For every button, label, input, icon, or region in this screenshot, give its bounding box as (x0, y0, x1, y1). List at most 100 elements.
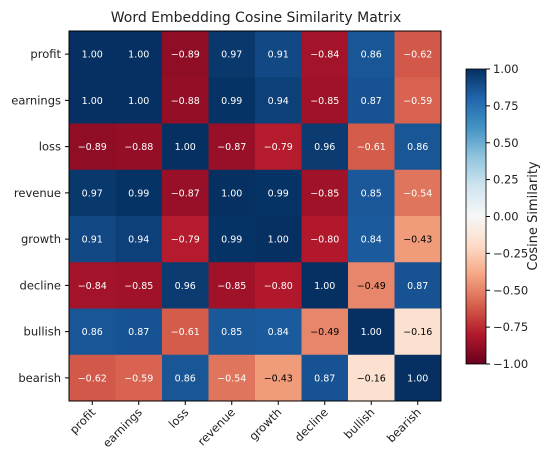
heatmap-cell (255, 169, 302, 217)
cell-value-label: 0.86 (361, 50, 382, 61)
cell-value-label: 0.87 (314, 373, 335, 384)
y-tick-label: loss (39, 140, 61, 154)
cell-value-label: −0.87 (217, 142, 246, 153)
y-tick-label: bullish (24, 325, 61, 339)
heatmap-cell (394, 308, 442, 356)
heatmap-cell (208, 77, 256, 124)
cell-value-label: 1.00 (82, 50, 103, 61)
x-tick-label: revenue (195, 405, 238, 448)
heatmap-cell (69, 123, 116, 171)
heatmap-cell (301, 308, 349, 356)
cell-value-label: 1.00 (221, 188, 242, 199)
cell-value-label: 1.00 (128, 96, 149, 107)
cell-value-label: 0.87 (128, 327, 149, 338)
heatmap-cell (162, 123, 209, 171)
cell-value-label: −0.85 (310, 96, 339, 107)
cell-value-label: −0.43 (403, 235, 432, 246)
cell-value-label: −0.80 (264, 281, 293, 292)
heatmap-cell (255, 216, 302, 263)
plot-frame (68, 30, 442, 402)
heatmap-cell (69, 354, 116, 402)
chart-title: Word Embedding Cosine Similarity Matrix (111, 10, 401, 26)
cell-value-label: 0.96 (314, 142, 335, 153)
x-tick-label: growth (246, 405, 284, 443)
x-tick-label: profit (67, 405, 99, 437)
heatmap-cell (394, 31, 442, 78)
cell-value-label: 0.94 (128, 235, 149, 246)
heatmap-cell (115, 262, 163, 309)
cell-value-label: 0.99 (268, 188, 289, 199)
heatmap-cell (208, 308, 256, 356)
cell-value-label: −0.59 (124, 373, 153, 384)
cell-value-label: −0.61 (357, 142, 386, 153)
cell-value-label: −0.49 (310, 327, 339, 338)
heatmap-cell (301, 354, 349, 402)
heatmap-cell (348, 308, 395, 356)
cell-value-label: −0.85 (310, 188, 339, 199)
colorbar-tick-label: 0.50 (493, 136, 519, 150)
cell-value-label: 1.00 (361, 327, 382, 338)
heatmap-cell (394, 77, 442, 124)
heatmap-cell (255, 262, 302, 309)
heatmap-cell (115, 216, 163, 263)
cell-value-label: 0.87 (361, 96, 382, 107)
heatmap-cell (115, 308, 163, 356)
cell-value-label: 1.00 (175, 142, 196, 153)
colorbar-tick-label: −1.00 (493, 357, 528, 371)
colorbar-tick-label: 0.00 (493, 210, 519, 224)
cell-value-label: −0.88 (171, 96, 200, 107)
heatmap-cell (69, 308, 116, 356)
heatmap-cell (208, 123, 256, 171)
cell-value-label: 1.00 (128, 50, 149, 61)
cell-value-label: −0.16 (357, 373, 386, 384)
heatmap-cell (208, 262, 256, 309)
heatmap-cell (162, 216, 209, 263)
colorbar-tick-label: 0.75 (493, 99, 519, 113)
row-labels: profit earnings loss revenue growth decline bu… (11, 47, 69, 385)
cell-value-label: 0.86 (407, 142, 428, 153)
heatmap-cell (162, 77, 209, 124)
cell-value-label: 0.85 (221, 327, 242, 338)
cell-value-label: 0.91 (268, 50, 289, 61)
cell-value-label: 0.97 (221, 50, 242, 61)
cell-value-label: 0.86 (175, 373, 196, 384)
y-tick-label: revenue (14, 186, 61, 200)
cell-value-label: −0.62 (78, 373, 107, 384)
cell-value-label: −0.62 (403, 50, 432, 61)
cell-value-label: −0.49 (357, 281, 386, 292)
cell-value-label: 0.86 (82, 327, 103, 338)
cell-value-label: 0.87 (407, 281, 428, 292)
heatmap-cell (394, 216, 442, 263)
cell-value-label: −0.61 (171, 327, 200, 338)
heatmap-cell (255, 77, 302, 124)
heatmap-cell (394, 169, 442, 217)
cell-value-label: 0.99 (221, 235, 242, 246)
heatmap-cell (348, 354, 395, 402)
cell-value-label: 1.00 (268, 235, 289, 246)
heatmap-cell (348, 31, 395, 78)
heatmap-cell (162, 169, 209, 217)
heatmap-cell (115, 123, 163, 171)
cell-value-label: −0.84 (78, 281, 107, 292)
heatmap-cell (301, 77, 349, 124)
cell-value-label: 0.99 (221, 96, 242, 107)
cell-value-label: 0.91 (82, 235, 103, 246)
y-tick-label: bearish (18, 371, 61, 385)
colorbar: 1.00 0.75 0.50 0.25 0.00 −0.25 −0.50 −0.75 −1.00… (465, 62, 541, 371)
heatmap-cell (69, 77, 116, 124)
heatmap-cell (162, 31, 209, 78)
heatmap-cell (208, 169, 256, 217)
cell-value-label: −0.59 (403, 96, 432, 107)
cell-value-label: 0.84 (361, 235, 382, 246)
x-tick-label: loss (166, 405, 192, 431)
cell-value-label: 0.85 (361, 188, 382, 199)
heatmap-cell (348, 123, 395, 171)
heatmap-cell (348, 262, 395, 309)
heatmap-cell (348, 77, 395, 124)
cell-value-label: −0.89 (171, 50, 200, 61)
heatmap-cells: 1.00 1.00 −0.89 0.97 0.91 −0.84 0.86 −0.62 1.00 1… (69, 31, 442, 402)
cell-value-label: −0.54 (403, 188, 432, 199)
cell-value-label: −0.88 (124, 142, 153, 153)
colorbar-ticks: 1.00 0.75 0.50 0.25 0.00 −0.25 −0.50 −0.75 −1.00 (486, 62, 528, 371)
heatmap-cell (162, 262, 209, 309)
